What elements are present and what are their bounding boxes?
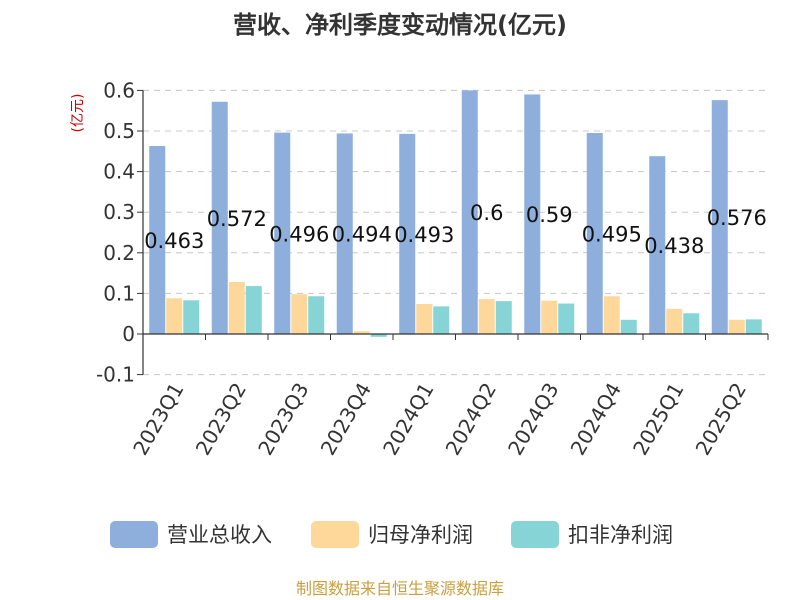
bar-1-2025Q2 [711, 100, 728, 334]
legend: 营业总收入 归母净利润 扣非净利润 [110, 521, 673, 548]
bar-3-2025Q2 [745, 319, 762, 334]
bar-2-2024Q4 [603, 296, 620, 334]
y-tick-label: 0.2 [103, 241, 135, 265]
x-tick-label: 2023Q4 [316, 379, 376, 460]
data-label-2023Q3: 0.496 [269, 222, 329, 246]
bar-3-2024Q3 [558, 303, 575, 334]
legend-swatch-3 [511, 521, 559, 548]
bar-3-2023Q3 [308, 296, 325, 334]
x-tick-label: 2024Q4 [566, 379, 626, 460]
bar-2-2024Q2 [478, 299, 495, 334]
x-tick-label: 2025Q2 [691, 379, 751, 460]
data-label-2024Q1: 0.493 [394, 223, 454, 247]
bar-1-2023Q4 [336, 133, 353, 334]
y-tick-label: -0.1 [96, 363, 135, 387]
data-label-2024Q2: 0.6 [470, 201, 503, 225]
x-tick-label: 2023Q3 [253, 379, 313, 460]
bar-1-2024Q4 [586, 133, 603, 334]
data-label-2024Q3: 0.59 [526, 203, 573, 227]
bar-1-2024Q3 [524, 94, 541, 335]
bar-1-2023Q1 [149, 146, 166, 334]
bar-1-2024Q1 [399, 133, 416, 334]
data-label-2023Q1: 0.463 [144, 229, 204, 253]
bar-1-2024Q2 [461, 90, 478, 335]
bar-3-2024Q1 [433, 306, 450, 334]
y-tick-label: 0.6 [103, 78, 135, 102]
x-tick-label: 2024Q1 [378, 379, 438, 460]
x-tick-label: 2024Q3 [503, 379, 563, 460]
y-axis: 0.6 0.5 0.4 0.3 0.2 0.1 0 -0.1 [96, 78, 144, 387]
y-tick-label: 0.3 [103, 200, 135, 224]
bars [149, 90, 762, 337]
bar-2-2023Q3 [291, 294, 308, 334]
y-tick-label: 0.1 [103, 281, 135, 305]
source-text: 制图数据来自恒生聚源数据库 [296, 579, 504, 598]
data-label-2025Q1: 0.438 [644, 234, 704, 258]
bar-3-2023Q2 [245, 286, 262, 334]
x-tick-label: 2024Q2 [441, 379, 501, 460]
bar-3-2023Q1 [183, 300, 200, 334]
legend-swatch-1 [110, 521, 158, 548]
data-label-2024Q4: 0.495 [582, 223, 642, 247]
bar-1-2025Q1 [649, 156, 666, 334]
data-label-2025Q2: 0.576 [707, 206, 767, 230]
y-tick-label: 0.4 [103, 160, 135, 184]
bar-3-2023Q4 [370, 334, 387, 337]
bar-2-2024Q1 [416, 303, 433, 334]
data-label-2023Q2: 0.572 [207, 207, 267, 231]
y-tick-label: 0 [122, 322, 135, 346]
data-label-2023Q4: 0.494 [332, 223, 392, 247]
y-tick-label: 0.5 [103, 119, 135, 143]
chart-title: 营收、净利季度变动情况(亿元) [233, 11, 567, 39]
bar-2-2023Q4 [353, 331, 370, 334]
legend-swatch-2 [311, 521, 359, 548]
x-tick-label: 2025Q1 [628, 379, 688, 460]
bar-1-2023Q3 [274, 132, 291, 334]
bar-2-2025Q1 [666, 308, 683, 334]
bar-1-2023Q2 [211, 101, 228, 334]
bar-2-2025Q2 [728, 319, 745, 334]
legend-label-3: 扣非净利润 [568, 523, 673, 547]
bar-2-2023Q1 [166, 298, 183, 334]
legend-label-2: 归母净利润 [368, 523, 473, 547]
bar-3-2024Q4 [620, 319, 637, 334]
legend-label-1: 营业总收入 [167, 523, 272, 547]
bar-2-2023Q2 [228, 282, 245, 334]
bar-2-2024Q3 [541, 300, 558, 334]
x-tick-label: 2023Q1 [128, 379, 188, 460]
x-axis: 2023Q1 2023Q2 2023Q3 2023Q4 2024Q1 2024Q2 2024… [128, 333, 769, 460]
bar-3-2025Q1 [683, 313, 700, 334]
y-axis-unit-label: (亿元) [70, 94, 86, 133]
x-tick-label: 2023Q2 [191, 379, 251, 460]
bar-3-2024Q2 [495, 301, 512, 334]
